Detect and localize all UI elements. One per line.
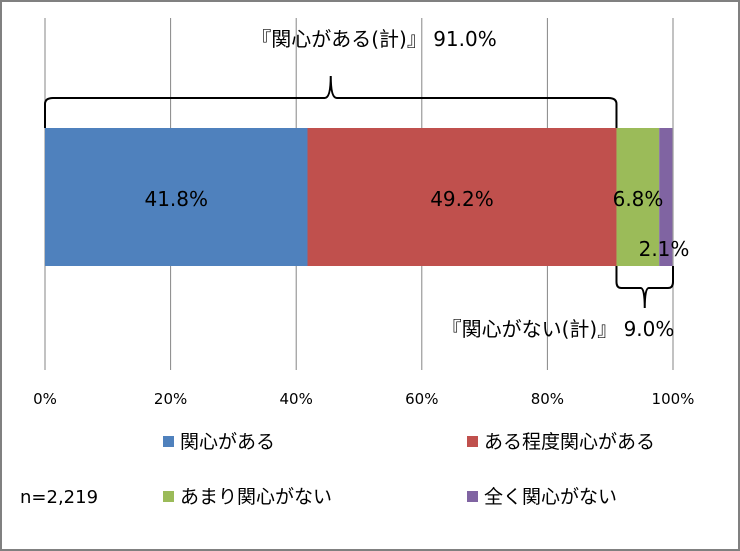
annotation-not-interested-total: 『関心がない(計)』 9.0% (442, 317, 675, 341)
x-tick-label: 80% (531, 390, 564, 408)
data-label-4: 2.1% (639, 237, 690, 261)
legend-swatch-2 (467, 436, 478, 447)
braces (44, 75, 674, 309)
brace-not-interested (615, 266, 674, 309)
brace-interested (44, 75, 618, 128)
bar-segment-2 (307, 128, 617, 266)
annotation-interested-total: 『関心がある(計)』 91.0% (251, 27, 497, 51)
x-tick-label: 40% (280, 390, 313, 408)
legend-label-4: 全く関心がない (484, 486, 617, 508)
data-label-1: 41.8% (144, 187, 208, 211)
sample-size: n=2,219 (20, 487, 98, 508)
bar-segment-4 (659, 128, 673, 266)
bar-segment-1 (45, 128, 308, 266)
x-tick-label: 0% (33, 390, 57, 408)
legend-swatch-4 (467, 491, 478, 502)
legend-label-3: あまり関心がない (180, 486, 332, 508)
x-tick-label: 100% (652, 390, 695, 408)
x-tick-label: 60% (405, 390, 438, 408)
data-label-2: 49.2% (430, 187, 494, 211)
bar-segment-3 (616, 128, 660, 266)
legend-label-2: ある程度関心がある (484, 431, 655, 453)
legend-swatch-3 (163, 491, 174, 502)
data-label-3: 6.8% (613, 187, 664, 211)
x-tick-labels: 0% 20% 40% 60% 80% 100% (33, 390, 694, 408)
labels: 41.8% 49.2% 6.8% 2.1% 『関心がある(計)』 91.0% 『関心がない… (20, 27, 689, 508)
legend-swatch-1 (163, 436, 174, 447)
x-tick-label: 20% (154, 390, 187, 408)
bars (45, 128, 673, 266)
legend-label-1: 関心がある (180, 431, 275, 453)
